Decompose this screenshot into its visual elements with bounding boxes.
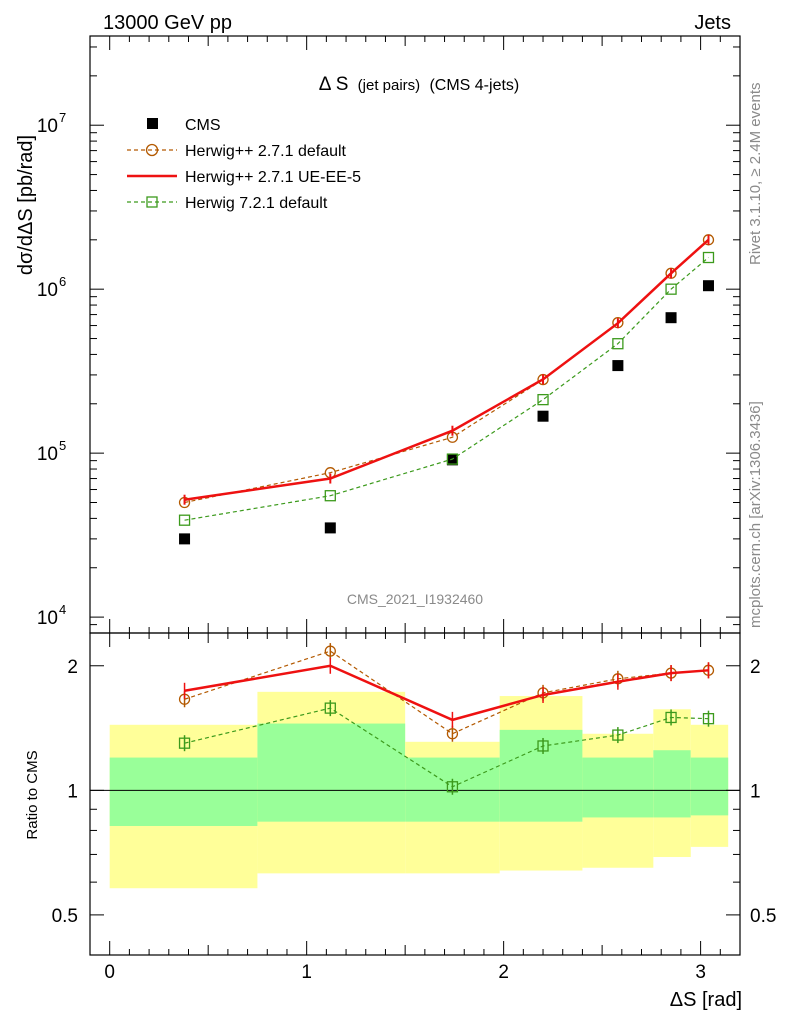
ratio-herwig7-point bbox=[702, 713, 715, 725]
header-right: Jets bbox=[694, 12, 731, 34]
herwig7-point bbox=[446, 453, 459, 465]
mcplots-label: mcplots.cern.ch [arXiv:1306.3436] bbox=[747, 401, 764, 628]
ratio-band-inner bbox=[690, 757, 729, 816]
ratio-y-tick-labels: 0.5 0.5 1 1 2 2 bbox=[52, 657, 777, 927]
ratio-band-inner bbox=[109, 757, 258, 826]
cms-data-point bbox=[612, 360, 624, 372]
cms-data-point bbox=[179, 533, 191, 545]
ratio-herwig7-point bbox=[324, 702, 336, 714]
ratio-y-tick-label-left: 0.5 bbox=[52, 906, 78, 927]
legend-label-herwig-default: Herwig++ 2.7.1 default bbox=[185, 143, 347, 160]
legend-label-cms: CMS bbox=[185, 117, 221, 134]
main-y-axis-label: dσ/dΔS [pb/rad] bbox=[15, 135, 37, 275]
legend-marker-cms bbox=[147, 118, 158, 129]
ratio-band-inner bbox=[582, 757, 654, 818]
ratio-herwig-default-point bbox=[324, 645, 336, 657]
x-tick-label: 2 bbox=[498, 962, 509, 983]
main-y-tick-base: 10 bbox=[37, 608, 58, 629]
main-title-small: (jet pairs) bbox=[358, 77, 421, 94]
cms-data-point bbox=[665, 312, 677, 324]
main-y-tick-base: 10 bbox=[37, 116, 58, 137]
ratio-y-tick-label-right: 0.5 bbox=[750, 906, 776, 927]
main-axis-ticks bbox=[90, 36, 741, 634]
main-series-line bbox=[184, 257, 709, 521]
ratio-herwig-default-point bbox=[446, 728, 459, 740]
main-y-tick-label: 10 bbox=[37, 280, 58, 301]
main-y-tick-exponent: 4 bbox=[59, 602, 66, 617]
main-series-layer bbox=[178, 234, 715, 545]
main-y-tick-base: 10 bbox=[37, 444, 58, 465]
legend-label-herwig7: Herwig 7.2.1 default bbox=[185, 195, 328, 212]
x-tick-label: 0 bbox=[104, 962, 115, 983]
main-y-tick-exponent: 6 bbox=[59, 274, 66, 289]
cms-data-point bbox=[537, 410, 549, 422]
herwig7-point bbox=[702, 251, 715, 264]
ratio-herwig7-point bbox=[537, 740, 549, 752]
main-y-tick-label: 10 bbox=[37, 444, 58, 465]
herwig7-point bbox=[665, 283, 677, 295]
ratio-band-inner bbox=[653, 750, 691, 818]
ratio-y-tick-label-right: 2 bbox=[750, 657, 761, 678]
rivet-label: Rivet 3.1.10, ≥ 2.4M events bbox=[747, 83, 764, 266]
main-title-suffix: (CMS 4-jets) bbox=[429, 77, 519, 94]
ratio-y-tick-label-right: 1 bbox=[750, 781, 761, 802]
ratio-herwig7-point bbox=[178, 737, 191, 749]
header-left: 13000 GeV pp bbox=[103, 12, 232, 34]
x-tick-labels: 0 1 2 3 bbox=[104, 962, 705, 983]
cms-data-point bbox=[446, 454, 458, 466]
ratio-y-tick-label-left: 1 bbox=[67, 781, 78, 802]
ratio-herwig7-point bbox=[612, 729, 624, 741]
legend-marker-herwig7 bbox=[146, 196, 158, 208]
ratio-herwig7-point bbox=[665, 711, 677, 724]
legend-label-herwig-ueee5: Herwig++ 2.7.1 UE-EE-5 bbox=[185, 169, 361, 186]
legend: CMS Herwig++ 2.7.1 default Herwig++ 2.7.… bbox=[127, 117, 361, 212]
main-title: Δ S (jet pairs) (CMS 4-jets) bbox=[319, 74, 519, 95]
main-y-tick-exponent: 7 bbox=[59, 110, 66, 125]
cms-data-point bbox=[702, 280, 714, 292]
ratio-y-tick-label-left: 2 bbox=[67, 657, 78, 678]
ratio-axis-ticks bbox=[90, 633, 741, 956]
ratio-uncertainty-bands bbox=[109, 691, 729, 889]
main-y-tick-label: 10 bbox=[37, 116, 58, 137]
herwig7-point bbox=[537, 393, 549, 406]
cms-data-point bbox=[324, 522, 336, 534]
herwig7-point bbox=[612, 338, 624, 350]
x-tick-label: 1 bbox=[301, 962, 312, 983]
analysis-watermark: CMS_2021_I1932460 bbox=[347, 591, 483, 607]
x-tick-label: 3 bbox=[695, 962, 706, 983]
main-y-tick-base: 10 bbox=[37, 280, 58, 301]
ratio-band-inner bbox=[257, 723, 406, 822]
main-y-tick-exponent: 5 bbox=[59, 438, 66, 453]
main-series-line bbox=[184, 239, 709, 504]
main-y-tick-label: 10 bbox=[37, 608, 58, 629]
ratio-herwig7-point bbox=[446, 781, 459, 793]
ratio-y-axis-label: Ratio to CMS bbox=[24, 750, 41, 839]
ratio-series-layer bbox=[178, 643, 715, 795]
legend-marker-herwig-default bbox=[145, 143, 159, 157]
herwig7-point bbox=[324, 490, 336, 502]
main-title-main: Δ S bbox=[319, 74, 349, 95]
ratio-band-inner bbox=[499, 729, 583, 822]
ratio-panel-frame bbox=[89, 632, 741, 956]
x-axis-label: ΔS [rad] bbox=[670, 989, 742, 1011]
herwig7-point bbox=[178, 514, 191, 526]
